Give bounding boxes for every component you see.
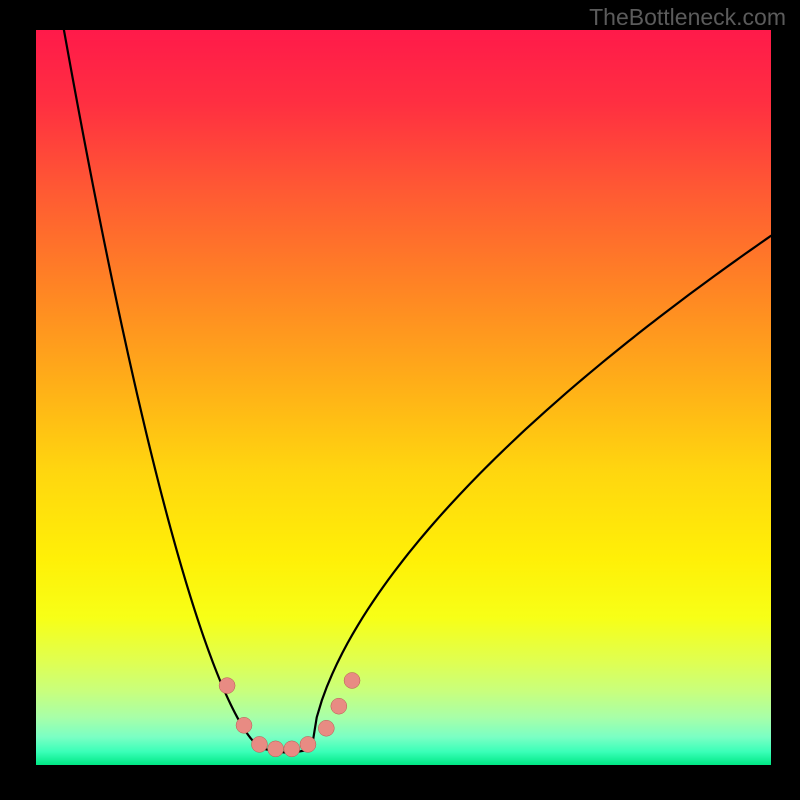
bottleneck-plot	[36, 30, 771, 765]
curve-marker	[300, 736, 316, 752]
curve-marker	[344, 672, 360, 688]
curve-marker	[318, 720, 334, 736]
watermark-text: TheBottleneck.com	[589, 4, 786, 31]
curve-marker	[219, 678, 235, 694]
curve-marker	[251, 736, 267, 752]
curve-marker	[284, 741, 300, 757]
curve-marker	[236, 717, 252, 733]
plot-background	[36, 30, 771, 765]
curve-marker	[331, 698, 347, 714]
chart-root: TheBottleneck.com	[0, 0, 800, 800]
curve-marker	[268, 741, 284, 757]
